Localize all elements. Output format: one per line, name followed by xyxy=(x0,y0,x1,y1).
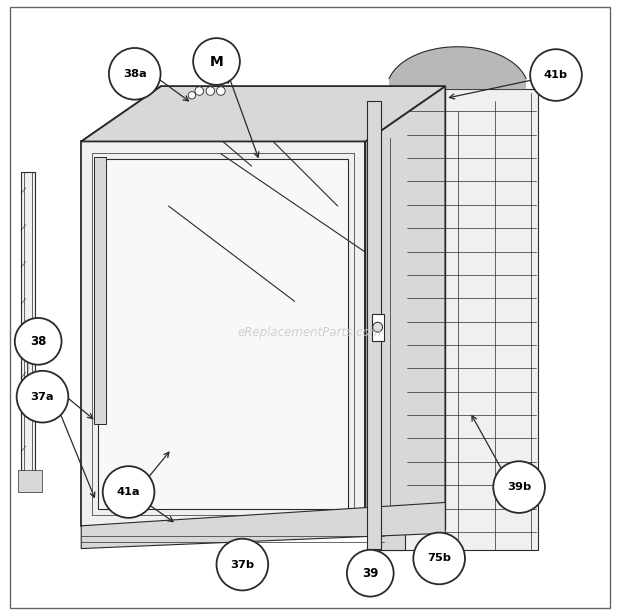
Circle shape xyxy=(216,87,225,95)
Text: M: M xyxy=(210,55,223,68)
Polygon shape xyxy=(18,470,43,492)
Text: 38a: 38a xyxy=(123,69,146,79)
Polygon shape xyxy=(81,86,445,141)
Circle shape xyxy=(216,539,268,590)
Text: 75b: 75b xyxy=(427,554,451,563)
Circle shape xyxy=(103,466,154,518)
Text: 37a: 37a xyxy=(30,392,55,402)
Circle shape xyxy=(109,48,161,100)
Polygon shape xyxy=(389,47,526,89)
Text: 39: 39 xyxy=(362,566,378,580)
Polygon shape xyxy=(81,502,445,549)
Text: 41a: 41a xyxy=(117,487,140,497)
Circle shape xyxy=(195,87,203,95)
Polygon shape xyxy=(99,159,348,509)
Polygon shape xyxy=(378,89,538,550)
Text: 38: 38 xyxy=(30,335,46,348)
Circle shape xyxy=(414,533,465,584)
Text: eReplacementParts.com: eReplacementParts.com xyxy=(238,325,382,339)
Polygon shape xyxy=(365,86,445,529)
Text: ↑: ↑ xyxy=(13,338,19,344)
Text: 37b: 37b xyxy=(230,560,254,569)
Circle shape xyxy=(188,92,196,99)
Text: 39b: 39b xyxy=(507,482,531,492)
Polygon shape xyxy=(378,89,405,550)
Polygon shape xyxy=(371,314,384,341)
Polygon shape xyxy=(94,157,106,424)
Polygon shape xyxy=(21,172,35,483)
Text: 41b: 41b xyxy=(544,70,568,80)
Polygon shape xyxy=(81,141,365,526)
Circle shape xyxy=(530,49,582,101)
Circle shape xyxy=(494,461,545,513)
Circle shape xyxy=(347,550,394,597)
Circle shape xyxy=(373,322,383,332)
Circle shape xyxy=(193,38,240,85)
Polygon shape xyxy=(366,101,381,549)
Circle shape xyxy=(206,87,215,95)
Circle shape xyxy=(17,371,68,423)
Circle shape xyxy=(15,318,61,365)
